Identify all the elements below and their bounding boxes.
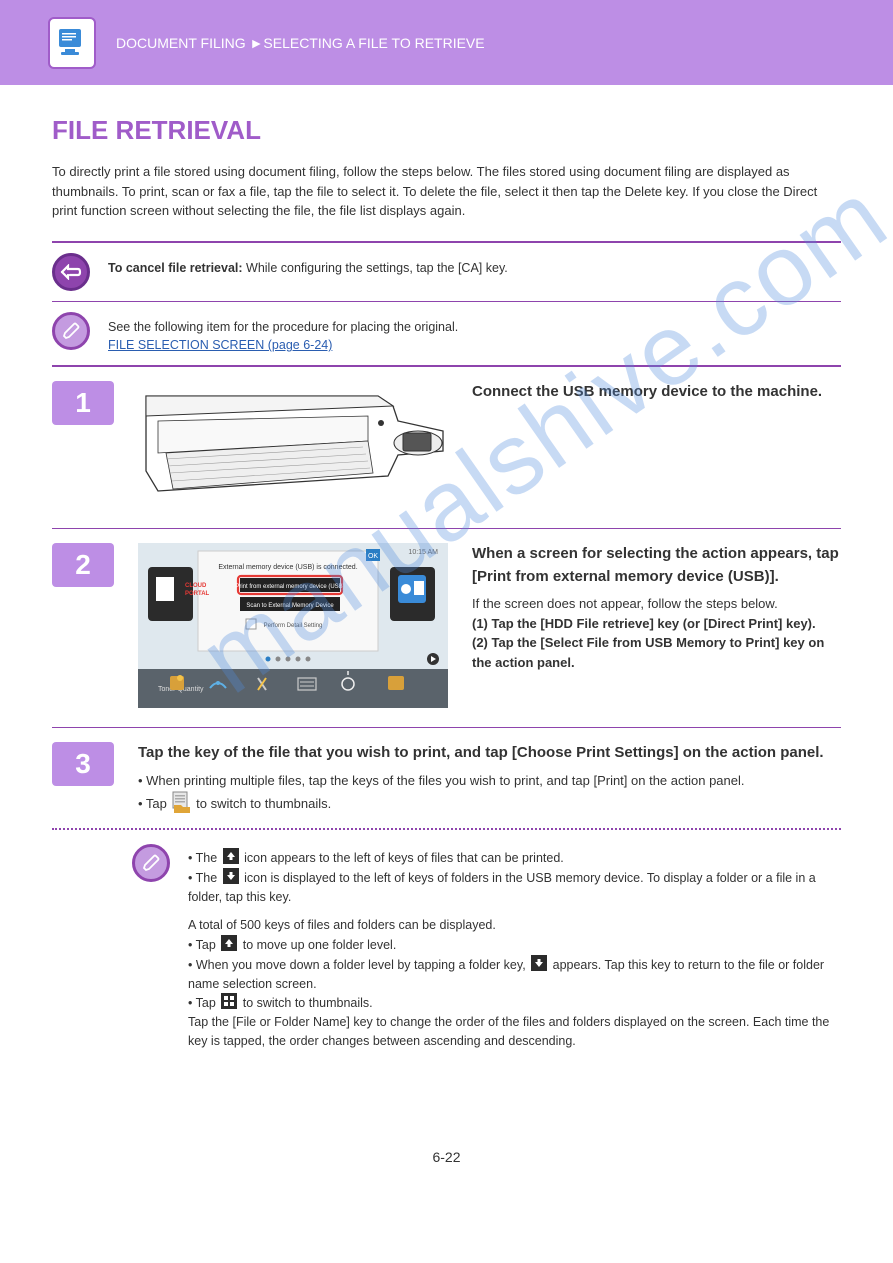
intro-text: To directly print a file stored using do… xyxy=(52,162,841,221)
up-level-icon xyxy=(221,935,237,951)
step-3-bullet2: • Tap to switch to thumbnails. xyxy=(138,790,841,814)
back-icon xyxy=(52,253,90,291)
step-3-bullet1: • When printing multiple files, tap the … xyxy=(138,771,841,791)
note-cancel: To cancel file retrieval: While configur… xyxy=(52,253,841,291)
step-1-number: 1 xyxy=(52,381,114,425)
note-cancel-label: To cancel file retrieval: xyxy=(108,261,243,275)
note-cancel-text: To cancel file retrieval: While configur… xyxy=(108,253,508,278)
thumbnail-icon xyxy=(171,790,193,814)
header-ref-suffix: ►SELECTING A FILE TO RETRIEVE xyxy=(250,35,485,51)
ok-label: OK xyxy=(368,553,378,560)
header-ref-prefix: DOCUMENT FILING xyxy=(116,35,246,51)
note-cancel-body: While configuring the settings, tap the … xyxy=(246,261,508,275)
svg-text:10:15 AM: 10:15 AM xyxy=(408,549,438,556)
svg-text:Perform Detail Setting: Perform Detail Setting xyxy=(264,623,323,629)
step-2: 2 10:15 AM OK External memory device (US… xyxy=(52,543,841,713)
notes-text: • The icon appears to the left of keys o… xyxy=(188,842,841,1051)
step-3-text: Tap the key of the file that you wish to… xyxy=(138,742,841,814)
step-2-number: 2 xyxy=(52,543,114,587)
divider xyxy=(52,241,841,243)
note-line-6: • Tap to switch to thumbnails. xyxy=(188,993,841,1013)
note-reference: See the following item for the procedure… xyxy=(52,312,841,356)
svg-text:External memory device (USB) i: External memory device (USB) is connecte… xyxy=(218,564,357,571)
step-2-text: When a screen for selecting the action a… xyxy=(472,543,841,672)
note-reference-link[interactable]: FILE SELECTION SCREEN (page 6-24) xyxy=(108,338,332,352)
header-mode-icon xyxy=(48,17,96,69)
pencil-icon xyxy=(132,844,170,882)
svg-text:PORTAL: PORTAL xyxy=(185,591,210,597)
step-3-title: Tap the key of the file that you wish to… xyxy=(138,742,841,765)
step-3: 3 Tap the key of the file that you wish … xyxy=(52,742,841,814)
step-1-image xyxy=(138,381,448,514)
note-line-3: A total of 500 keys of files and folders… xyxy=(188,916,841,935)
step-3-number: 3 xyxy=(52,742,114,786)
step-1-text: Connect the USB memory device to the mac… xyxy=(472,381,841,410)
divider xyxy=(52,301,841,302)
step-1: 1 Connect the USB memory device to the m… xyxy=(52,381,841,514)
divider xyxy=(52,727,841,728)
note-line-1: • The icon appears to the left of keys o… xyxy=(188,848,841,868)
step-1-title: Connect the USB memory device to the mac… xyxy=(472,381,841,404)
note-reference-text: See the following item for the procedure… xyxy=(108,312,458,356)
header-page-ref: DOCUMENT FILING ►SELECTING A FILE TO RET… xyxy=(116,35,893,51)
page-title: FILE RETRIEVAL xyxy=(52,115,841,146)
divider-dotted xyxy=(52,828,841,830)
up-arrow-icon xyxy=(223,848,239,864)
grid-icon xyxy=(221,993,237,1009)
step-2-image: 10:15 AM OK External memory device (USB)… xyxy=(138,543,448,713)
return-icon xyxy=(531,955,547,971)
step-2-title: When a screen for selecting the action a… xyxy=(472,543,841,588)
note-line-4: • Tap to move up one folder level. xyxy=(188,935,841,955)
svg-text:Scan to External Memory Device: Scan to External Memory Device xyxy=(246,603,334,609)
page-content: FILE RETRIEVAL To directly print a file … xyxy=(0,85,893,1119)
note-line-7: Tap the [File or Folder Name] key to cha… xyxy=(188,1013,841,1051)
svg-text:Print from external memory dev: Print from external memory device (USB) xyxy=(235,584,344,590)
folder-key-icon xyxy=(223,868,239,884)
page-number: 6-22 xyxy=(0,1119,893,1205)
step-2-body: If the screen does not appear, follow th… xyxy=(472,594,841,672)
note-line-5: • When you move down a folder level by t… xyxy=(188,955,841,994)
pencil-icon xyxy=(52,312,90,350)
header-bar: DOCUMENT FILING ►SELECTING A FILE TO RET… xyxy=(0,0,893,85)
svg-text:CLOUD: CLOUD xyxy=(185,583,207,589)
divider xyxy=(52,365,841,367)
notes-block: • The icon appears to the left of keys o… xyxy=(52,842,841,1051)
divider xyxy=(52,528,841,529)
note-line-2: • The icon is displayed to the left of k… xyxy=(188,868,841,907)
